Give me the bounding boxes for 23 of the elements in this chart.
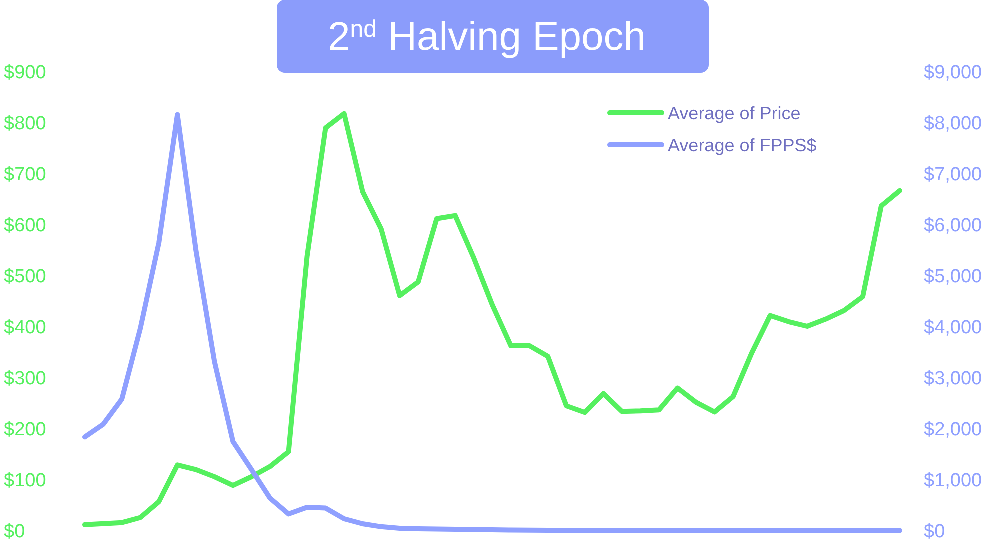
y2-tick-label: $2,000 [924,420,982,441]
y2-tick-label: $5,000 [924,266,982,288]
y2-tick-label: $0 [924,522,946,543]
y2-tick-label: $1,000 [924,470,982,492]
y2-tick-label: $7,000 [924,164,982,186]
y2-tick-label: $3,000 [924,368,982,390]
legend-label: Average of FPPS$ [668,135,817,156]
y-tick-label: $400 [4,318,46,339]
y-tick-label: $200 [4,420,46,441]
y-tick-label: $300 [4,368,46,390]
y-tick-label: $700 [4,164,46,186]
y-tick-label: $800 [4,114,46,135]
y-tick-label: $100 [4,470,46,492]
y2-tick-label: $6,000 [924,216,982,237]
y2-tick-label: $9,000 [924,62,982,84]
y-tick-label: $500 [4,266,46,288]
y2-tick-label: $4,000 [924,318,982,339]
y-tick-label: $0 [4,522,26,543]
y-tick-label: $900 [4,62,46,84]
y2-tick-label: $8,000 [924,114,982,135]
y-tick-label: $600 [4,216,46,237]
legend-label: Average of Price [668,103,801,124]
chart-title: 2$^{nd}$ Halving Epoch [328,15,646,59]
